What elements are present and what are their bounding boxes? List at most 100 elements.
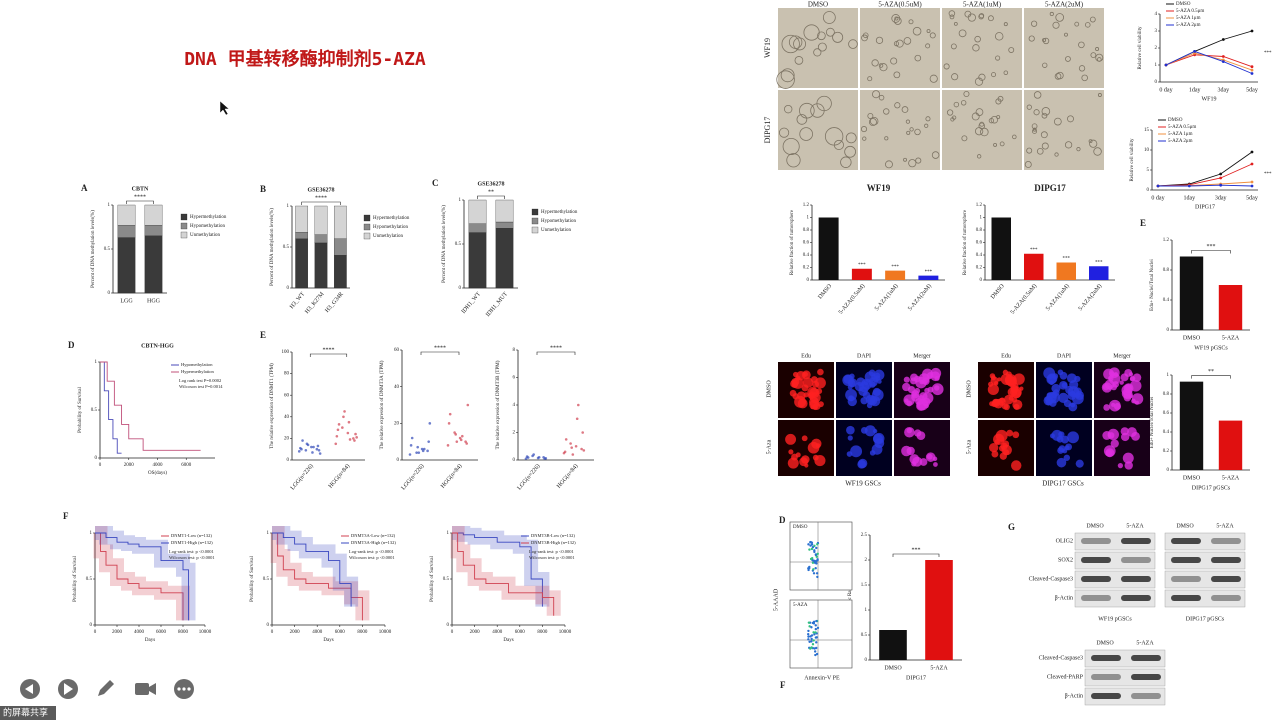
cell — [993, 142, 998, 147]
chart-title: DIPG17 — [1034, 183, 1066, 193]
dot — [177, 687, 181, 691]
event — [810, 543, 814, 546]
x-tick-label: 8000 — [357, 630, 368, 635]
nucleus — [1102, 431, 1112, 440]
event — [807, 621, 811, 624]
row-label: 5-Aza — [766, 439, 772, 454]
y-tick-label: 0 — [980, 278, 983, 283]
legend-label: Hypermethylation — [190, 215, 227, 220]
data-point — [297, 450, 301, 453]
nucleus — [1120, 427, 1129, 436]
cell — [1032, 128, 1038, 134]
cell — [1097, 93, 1102, 97]
nucleus — [1102, 383, 1110, 391]
data-point — [312, 445, 315, 449]
y-tick-label: 8 — [513, 348, 516, 353]
caption: DIPG17 pGSCs — [1186, 616, 1225, 622]
nucleus — [1131, 431, 1140, 441]
cell — [994, 32, 1004, 41]
cell — [976, 154, 982, 159]
cell — [796, 114, 808, 125]
cell — [978, 13, 984, 20]
x-tick-label: 4000 — [492, 630, 503, 635]
data-point — [1250, 180, 1254, 184]
y-tick-label: 1 — [95, 360, 98, 365]
nucleus — [787, 457, 799, 469]
significance-label: *** — [1264, 51, 1272, 56]
cell — [1055, 13, 1065, 22]
data-point — [423, 447, 426, 451]
bar-segment — [117, 225, 136, 238]
significance-bracket — [126, 200, 154, 204]
y-tick-label: 80 — [284, 372, 290, 377]
x-tick-label: 0 — [99, 463, 102, 468]
data-point — [526, 456, 530, 459]
y-tick-label: 0.8 — [803, 228, 810, 233]
data-point — [580, 447, 583, 451]
cell — [840, 156, 852, 168]
cell — [844, 145, 856, 158]
bar-segment — [468, 223, 487, 233]
nucleus — [1131, 398, 1136, 404]
panel-label: C — [1128, 0, 1135, 2]
nucleus — [1112, 381, 1120, 388]
y-axis-label: The relative expression of DNMT1 (TPM) — [270, 363, 275, 449]
data-point — [301, 439, 304, 442]
blot-strip — [1074, 532, 1156, 551]
x-axis-label: OS(days) — [148, 471, 167, 476]
nucleus — [904, 426, 915, 438]
data-point — [318, 452, 322, 455]
x-tick-label: 10000 — [559, 630, 572, 635]
x-axis-label: WF19 pGSCs — [1194, 345, 1228, 351]
y-axis-label: Relative cell viability — [1138, 26, 1143, 70]
cell — [999, 141, 1005, 147]
y-tick-label: 0.4 — [976, 253, 983, 258]
camera-button[interactable] — [135, 683, 149, 695]
x-tick-label: 5day — [1246, 195, 1258, 201]
nucleus — [1067, 431, 1079, 444]
x-tick-label: 3day — [1217, 87, 1229, 93]
y-tick-label: 1 — [459, 198, 462, 203]
cell — [953, 101, 960, 108]
legend-label: Unmethylation — [541, 228, 571, 233]
data-point — [459, 438, 463, 442]
cell — [776, 70, 795, 89]
cell — [1024, 160, 1032, 168]
significance-bracket — [1191, 250, 1231, 254]
nucleus — [785, 433, 797, 445]
legend-label: DNMT3A-Low (n=132) — [351, 533, 396, 538]
data-point — [569, 442, 572, 445]
column-label: Edu — [1001, 353, 1011, 359]
y-tick-label: 0.2 — [1163, 449, 1170, 454]
significance-label: **** — [134, 194, 146, 200]
panel-label: E — [260, 330, 266, 340]
nucleus — [1061, 382, 1068, 389]
data-point — [465, 442, 469, 445]
micrograph — [942, 90, 1022, 170]
event — [812, 622, 816, 625]
bar — [1089, 266, 1109, 280]
lane-header: DMSO — [1096, 640, 1114, 646]
y-axis-label: Percent of DNA methylation levels(%) — [270, 208, 275, 286]
y-tick-label: 1 — [980, 216, 983, 221]
cell — [990, 115, 999, 124]
bar-segment — [333, 238, 347, 256]
pen-button[interactable] — [98, 680, 114, 696]
legend-label: DNMT3B-Low (n=132) — [531, 533, 575, 538]
y-tick-label: 1 — [90, 531, 93, 536]
y-tick-label: 0.4 — [1163, 430, 1170, 435]
event — [807, 543, 810, 546]
y-tick-label: 0.5 — [455, 242, 462, 247]
band — [1121, 538, 1151, 544]
nucleus — [1130, 375, 1136, 382]
micrograph — [778, 90, 858, 170]
data-point — [342, 415, 345, 419]
nucleus — [1121, 384, 1133, 396]
x-tick-label: 1day — [1189, 87, 1201, 93]
row-label: Cleaved-Caspase3 — [1029, 576, 1073, 582]
cell — [1085, 22, 1091, 28]
cell — [816, 95, 832, 112]
nucleus — [846, 425, 855, 435]
band — [1131, 655, 1161, 661]
bar-segment — [314, 242, 328, 289]
